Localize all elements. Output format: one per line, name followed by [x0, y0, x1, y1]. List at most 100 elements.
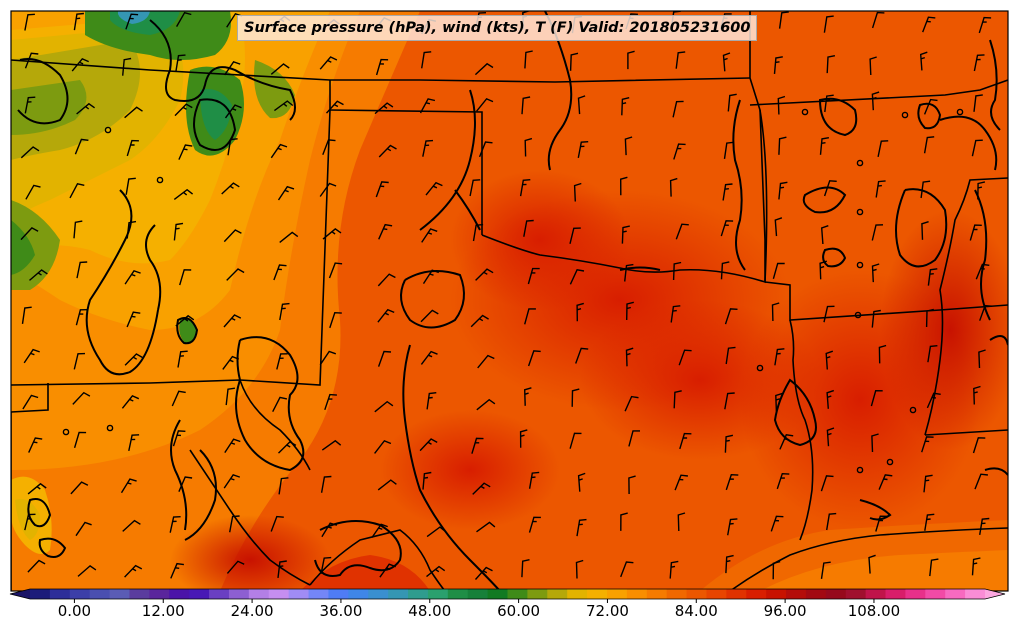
wind-barb [619, 176, 628, 196]
colorbar-swatch [726, 589, 747, 599]
wind-barb [175, 54, 186, 72]
colorbar-swatch [169, 589, 190, 599]
wind-barb [377, 350, 392, 367]
wind-barb [469, 179, 481, 197]
wind-barb [371, 523, 388, 538]
colorbar-tick-label: 60.00 [497, 602, 541, 620]
wind-barb [677, 512, 686, 532]
wind-barb [179, 269, 192, 286]
colorbar-tick-label: 12.00 [141, 602, 185, 620]
wind-barb [571, 388, 580, 407]
wind-barb [774, 217, 783, 237]
wind-barb [319, 350, 337, 366]
wind-barb [24, 513, 36, 531]
wind-barb [474, 566, 493, 580]
wind-barb [575, 559, 584, 579]
wind-barb [224, 438, 241, 453]
wind-barb [222, 355, 240, 370]
colorbar-swatch [248, 589, 270, 599]
wind-barb [679, 432, 692, 450]
wind-barb [973, 54, 985, 72]
wind-barb [923, 136, 935, 154]
wind-barb [277, 560, 287, 578]
wind-barb [878, 474, 893, 490]
wind-barb [270, 63, 290, 75]
wind-barb [523, 387, 532, 406]
wind-barb [971, 139, 983, 157]
wind-barb [223, 473, 241, 489]
wind-barb [221, 182, 240, 195]
wind-barb [125, 13, 139, 30]
colorbar-swatch [328, 589, 349, 599]
wind-barb [377, 479, 397, 491]
map-title: Surface pressure (hPa), wind (kts), T (F… [237, 15, 758, 41]
wind-barb [720, 220, 734, 237]
wind-barb [224, 104, 242, 119]
wind-barb [476, 398, 496, 411]
colorbar-swatch [507, 589, 528, 599]
wind-barb [170, 562, 184, 579]
wind-barb [528, 471, 540, 489]
colorbar-tick-label: 84.00 [674, 602, 718, 620]
wind-barb [577, 95, 586, 115]
wind-barb [972, 437, 986, 454]
wind-barb [923, 98, 938, 115]
wind-barb [921, 436, 934, 453]
station-marker [856, 159, 864, 167]
colorbar-swatch [905, 589, 926, 599]
wind-barb [969, 224, 982, 241]
wind-barb [521, 96, 531, 115]
wind-barb [576, 302, 584, 322]
wind-barb [426, 392, 437, 410]
wind-barb [124, 564, 143, 578]
wind-barb [826, 427, 835, 447]
colorbar-tick-label: 0.00 [57, 602, 92, 620]
wind-barb [419, 98, 436, 114]
wind-barb [521, 559, 530, 578]
wind-barb [178, 476, 193, 492]
wind-barb [226, 268, 245, 281]
wind-barb [273, 264, 287, 281]
wind-barb [673, 143, 686, 160]
wind-barb [71, 57, 89, 72]
wind-barb [519, 429, 528, 448]
wind-barb [375, 181, 389, 198]
wind-barb [519, 179, 531, 197]
station-marker [854, 311, 862, 319]
wind-barb [774, 348, 785, 366]
colorbar-swatch [109, 589, 131, 599]
wind-barb [823, 180, 837, 197]
colorbar-swatch [766, 589, 787, 599]
wind-barb [929, 558, 939, 577]
wind-barb [178, 144, 193, 160]
colorbar-outline [9, 588, 1006, 600]
wind-barb [770, 515, 784, 532]
wind-barb [528, 516, 541, 533]
wind-barb [322, 139, 336, 156]
wind-barb [569, 432, 582, 449]
wind-barb [868, 554, 876, 574]
wind-barb [377, 308, 395, 323]
colorbar-swatch [965, 589, 986, 599]
wind-barb [273, 100, 294, 112]
wind-barb [24, 52, 39, 69]
wind-barb [670, 305, 681, 323]
wind-barb [25, 184, 41, 200]
wind-barb [871, 11, 885, 29]
wind-barb [321, 522, 338, 538]
colorbar-swatch [666, 589, 688, 599]
wind-barb [278, 477, 289, 495]
wind-barb [272, 396, 288, 413]
colorbar-swatch [268, 589, 290, 599]
wind-barb [577, 141, 589, 159]
colorbar-tick-label: 72.00 [585, 602, 629, 620]
wind-barb [70, 481, 89, 495]
wind-barb [576, 518, 587, 537]
wind-barb [778, 181, 788, 200]
colorbar-swatch [567, 589, 588, 599]
wind-barb [470, 314, 489, 328]
wind-barb [224, 60, 241, 76]
wind-barb [175, 11, 192, 27]
wind-barb [73, 220, 83, 239]
wind-barb [577, 472, 586, 492]
